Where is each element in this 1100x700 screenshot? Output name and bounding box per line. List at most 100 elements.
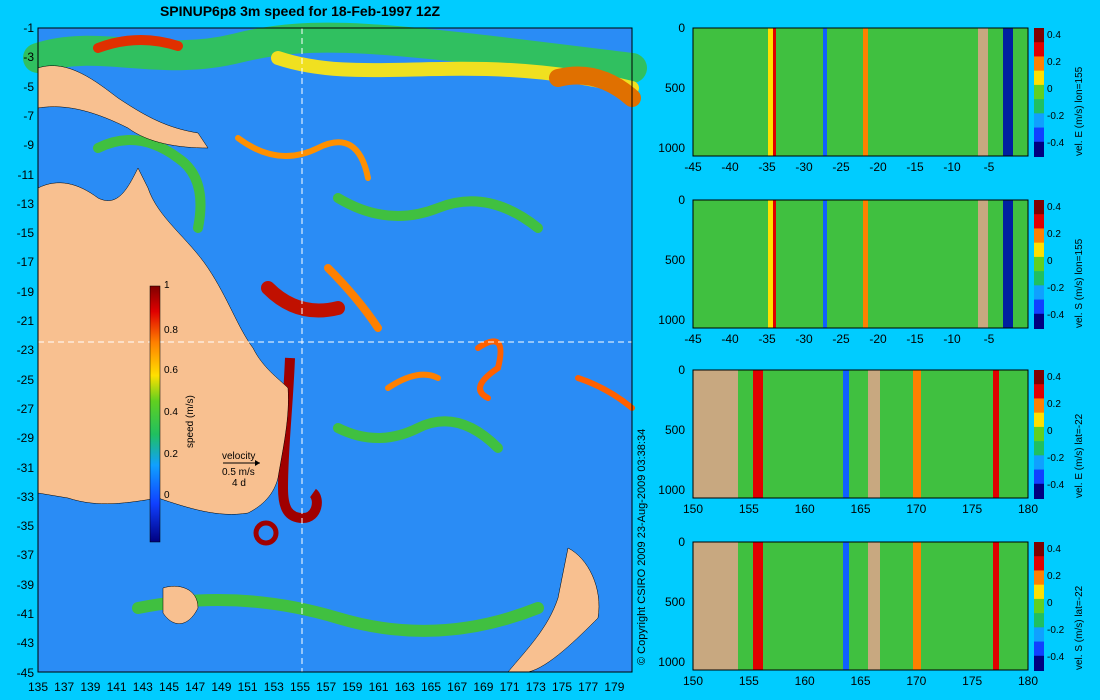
map-y-tick: -33 [16,489,34,504]
section-x-tick: -30 [795,160,813,174]
section-y-tick: 0 [678,535,685,549]
map-y-tick: -39 [16,577,34,592]
section-x-tick: 175 [962,502,983,516]
section-band [1003,200,1013,328]
map-y-tick: -7 [23,108,34,123]
section-x-tick: -35 [758,160,776,174]
section-band [913,542,921,670]
map-x-tick: 135 [27,680,49,694]
section-colorbar [1034,370,1044,499]
map-x-tick: 139 [80,680,101,694]
section-band [768,28,774,156]
section-colorbar-tick: -0.2 [1047,453,1065,464]
section-colorbar [1034,542,1044,671]
map-x-tick: 155 [289,680,311,694]
section-x-tick: 170 [906,502,927,516]
section-y-tick: 500 [664,253,685,267]
section-colorbar-tick: -0.4 [1047,138,1065,149]
map-x-tick: 161 [368,680,389,694]
section-label: vel. S (m/s) lon=155 [1074,238,1085,328]
colorbar-label: speed (m/s) [185,395,196,448]
section-x-tick: -45 [684,160,702,174]
section-x-tick: -5 [983,160,995,174]
map-y-tick: -25 [16,372,34,387]
section-label: vel. S (m/s) lat=-22 [1074,585,1085,670]
section-colorbar [1034,200,1044,329]
section-plot [692,369,1029,499]
section-band [843,542,849,670]
section-colorbar-tick: 0.2 [1047,57,1061,68]
section-x-tick: 160 [794,674,815,688]
eddy-ring [253,520,279,546]
map-y-tick: -21 [16,314,34,328]
new-zealand [507,547,600,673]
section-label: vel. E (m/s) lon=155 [1074,66,1085,156]
map-x-tick: 147 [185,680,206,694]
section-colorbar-tick: 0.4 [1047,202,1061,213]
map-x-tick: 143 [132,680,153,694]
section-plot [692,199,1029,329]
colorbar-tick: 0.2 [164,449,178,460]
new-guinea [37,65,209,149]
colorbar-tick: 0.6 [164,365,178,376]
section-band [843,370,849,498]
land-masses [37,65,600,673]
map-x-tick: 137 [54,680,75,694]
section-band [823,28,827,156]
section-colorbar-tick: 0.4 [1047,544,1061,555]
section-band [863,200,868,328]
map-x-tick: 177 [578,680,599,694]
section-colorbar-tick: 0 [1047,84,1053,95]
section-x-tick: -5 [983,332,995,346]
section-y-tick: 1000 [658,313,685,327]
map-y-tick: -43 [16,636,34,651]
section-x-tick: 150 [682,502,704,516]
section-y-tick: 0 [678,363,685,377]
section-colorbar-tick: -0.4 [1047,652,1065,663]
section-y-tick: 0 [678,193,685,207]
section-x-tick: -35 [758,332,776,346]
map-y-tick: -13 [16,196,34,211]
velocity-label: velocity [222,451,256,462]
section-field [693,370,1028,498]
velocity-days: 4 d [232,478,246,489]
section-colorbar-tick: 0.2 [1047,399,1061,410]
colorbar-tick: 0.8 [164,325,178,336]
section-band [768,200,774,328]
section-x-tick: -30 [795,332,813,346]
section-band [693,542,738,670]
section-band [993,370,999,498]
section-y-tick: 500 [664,81,685,95]
map-x-tick: 163 [394,680,415,694]
section-band [913,370,921,498]
map-y-tick: -29 [16,431,34,446]
colorbar-tick: 0.4 [164,407,178,418]
section-band [993,542,999,670]
section-band [823,200,827,328]
section-colorbar-tick: -0.2 [1047,111,1065,122]
section-x-tick: 180 [1017,674,1039,688]
section-x-tick: 160 [794,502,815,516]
map-y-tick: -15 [16,226,34,241]
map-y-tick: -5 [23,79,34,94]
map-x-tick: 149 [211,680,232,694]
section-colorbar-tick: -0.2 [1047,283,1065,294]
section-band [978,200,988,328]
section-x-tick: 175 [962,674,983,688]
map-y-tick: -37 [16,548,34,563]
section-label: vel. E (m/s) lat=-22 [1074,413,1085,498]
speed-colorbar [149,285,161,543]
map-y-tick: -27 [16,401,34,416]
section-band [773,28,776,156]
map-y-tick: -17 [16,255,34,270]
velocity-scale: 0.5 m/s [222,467,255,478]
map-x-tick: 169 [473,680,494,694]
section-y-tick: 1000 [658,483,685,497]
section-x-tick: 170 [906,674,927,688]
section-colorbar-tick: 0.4 [1047,30,1061,41]
map-panel [23,22,647,673]
map-y-tick: -1 [23,21,34,35]
chart-title: SPINUP6p8 3m speed for 18-Feb-1997 12Z [159,3,441,19]
map-x-tick: 179 [604,680,625,694]
section-band [978,28,988,156]
